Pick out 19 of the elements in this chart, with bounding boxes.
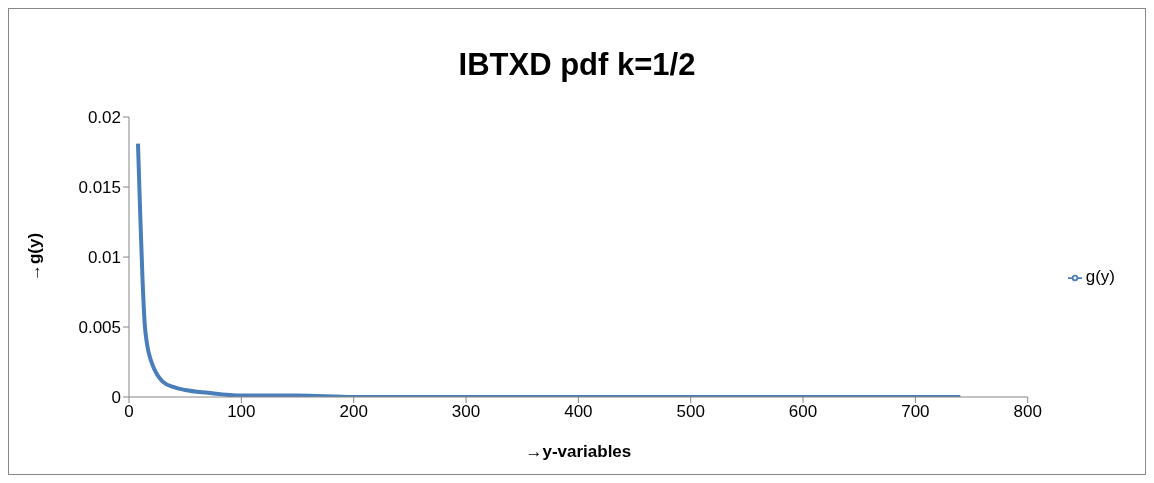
x-tick-label: 600 — [788, 402, 818, 422]
x-tick-label: 0 — [124, 402, 134, 422]
x-tick-label: 800 — [1013, 402, 1042, 422]
y-tick-label: 0 — [111, 388, 121, 408]
y-tick-label: 0.02 — [87, 108, 121, 128]
x-tick-label: 300 — [451, 402, 481, 422]
y-tick-label: 0.015 — [78, 178, 121, 198]
y-tick-label: 0.005 — [78, 318, 121, 338]
x-tick-label: 500 — [676, 402, 705, 422]
legend-label: g(y) — [1085, 267, 1115, 286]
x-tick-label: 200 — [339, 402, 368, 422]
x-axis-title: →y-variables — [525, 442, 632, 461]
x-tick-label: 100 — [227, 402, 256, 422]
y-tick-label: 0.01 — [87, 248, 121, 268]
chart-title: IBTXD pdf k=1/2 — [457, 47, 697, 84]
y-axis-title: →g(y) — [25, 232, 45, 282]
line-series — [135, 141, 963, 397]
x-tick-label: 700 — [901, 402, 930, 422]
x-tick-label: 400 — [564, 402, 593, 422]
